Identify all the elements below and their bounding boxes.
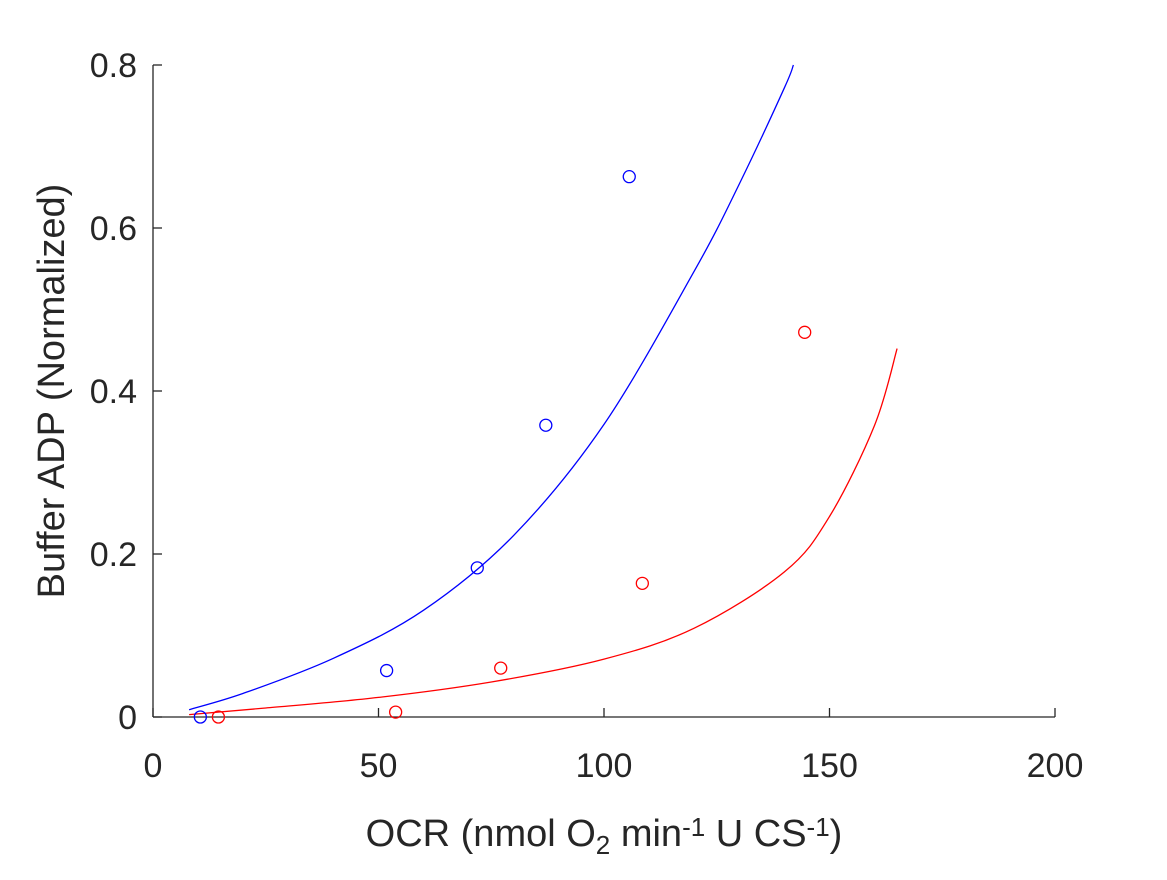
axis-labels: OCR (nmol O2 min-1 U CS-1) Buffer ADP (N…: [31, 184, 842, 860]
y-tick-label: 0: [118, 699, 137, 737]
x-tick-label: 100: [576, 747, 633, 785]
data-point: [622, 170, 636, 184]
data-point: [494, 661, 508, 675]
axes: 0 50 100 150 200 0 0.2 0.4 0.6 0.8: [90, 47, 1084, 785]
x-tick-label: 200: [1027, 747, 1084, 785]
fit-curve: [188, 64, 795, 711]
data-point: [388, 705, 403, 719]
y-axis-label: Buffer ADP (Normalized): [31, 184, 73, 599]
data-points: [193, 170, 812, 724]
y-tick-label: 0.4: [90, 373, 137, 411]
x-tick-label: 50: [360, 747, 398, 785]
x-axis-label-part: -1: [682, 812, 705, 842]
data-point: [193, 710, 208, 724]
y-tick-label: 0.6: [90, 210, 137, 248]
data-point: [539, 418, 553, 432]
data-point: [470, 561, 484, 575]
x-axis-label-part: U CS: [705, 813, 806, 855]
data-point: [798, 325, 812, 339]
y-tick-label: 0.2: [90, 536, 137, 574]
x-axis-label: OCR (nmol O2 min-1 U CS-1): [366, 812, 843, 860]
x-axis-label-part: OCR (nmol O: [366, 813, 596, 855]
x-axis-label-part: 2: [596, 830, 610, 860]
data-point: [379, 663, 394, 678]
fit-curves: [188, 64, 898, 716]
fit-curve: [189, 348, 898, 716]
x-axis-label-part: -1: [807, 812, 830, 842]
y-tick-label: 0.8: [90, 47, 137, 85]
x-axis-label-part: ): [830, 813, 843, 855]
data-point: [211, 710, 226, 724]
data-point: [635, 576, 649, 590]
x-tick-label: 0: [144, 747, 163, 785]
x-tick-label: 150: [801, 747, 858, 785]
x-axis-label-part: min: [610, 813, 682, 855]
